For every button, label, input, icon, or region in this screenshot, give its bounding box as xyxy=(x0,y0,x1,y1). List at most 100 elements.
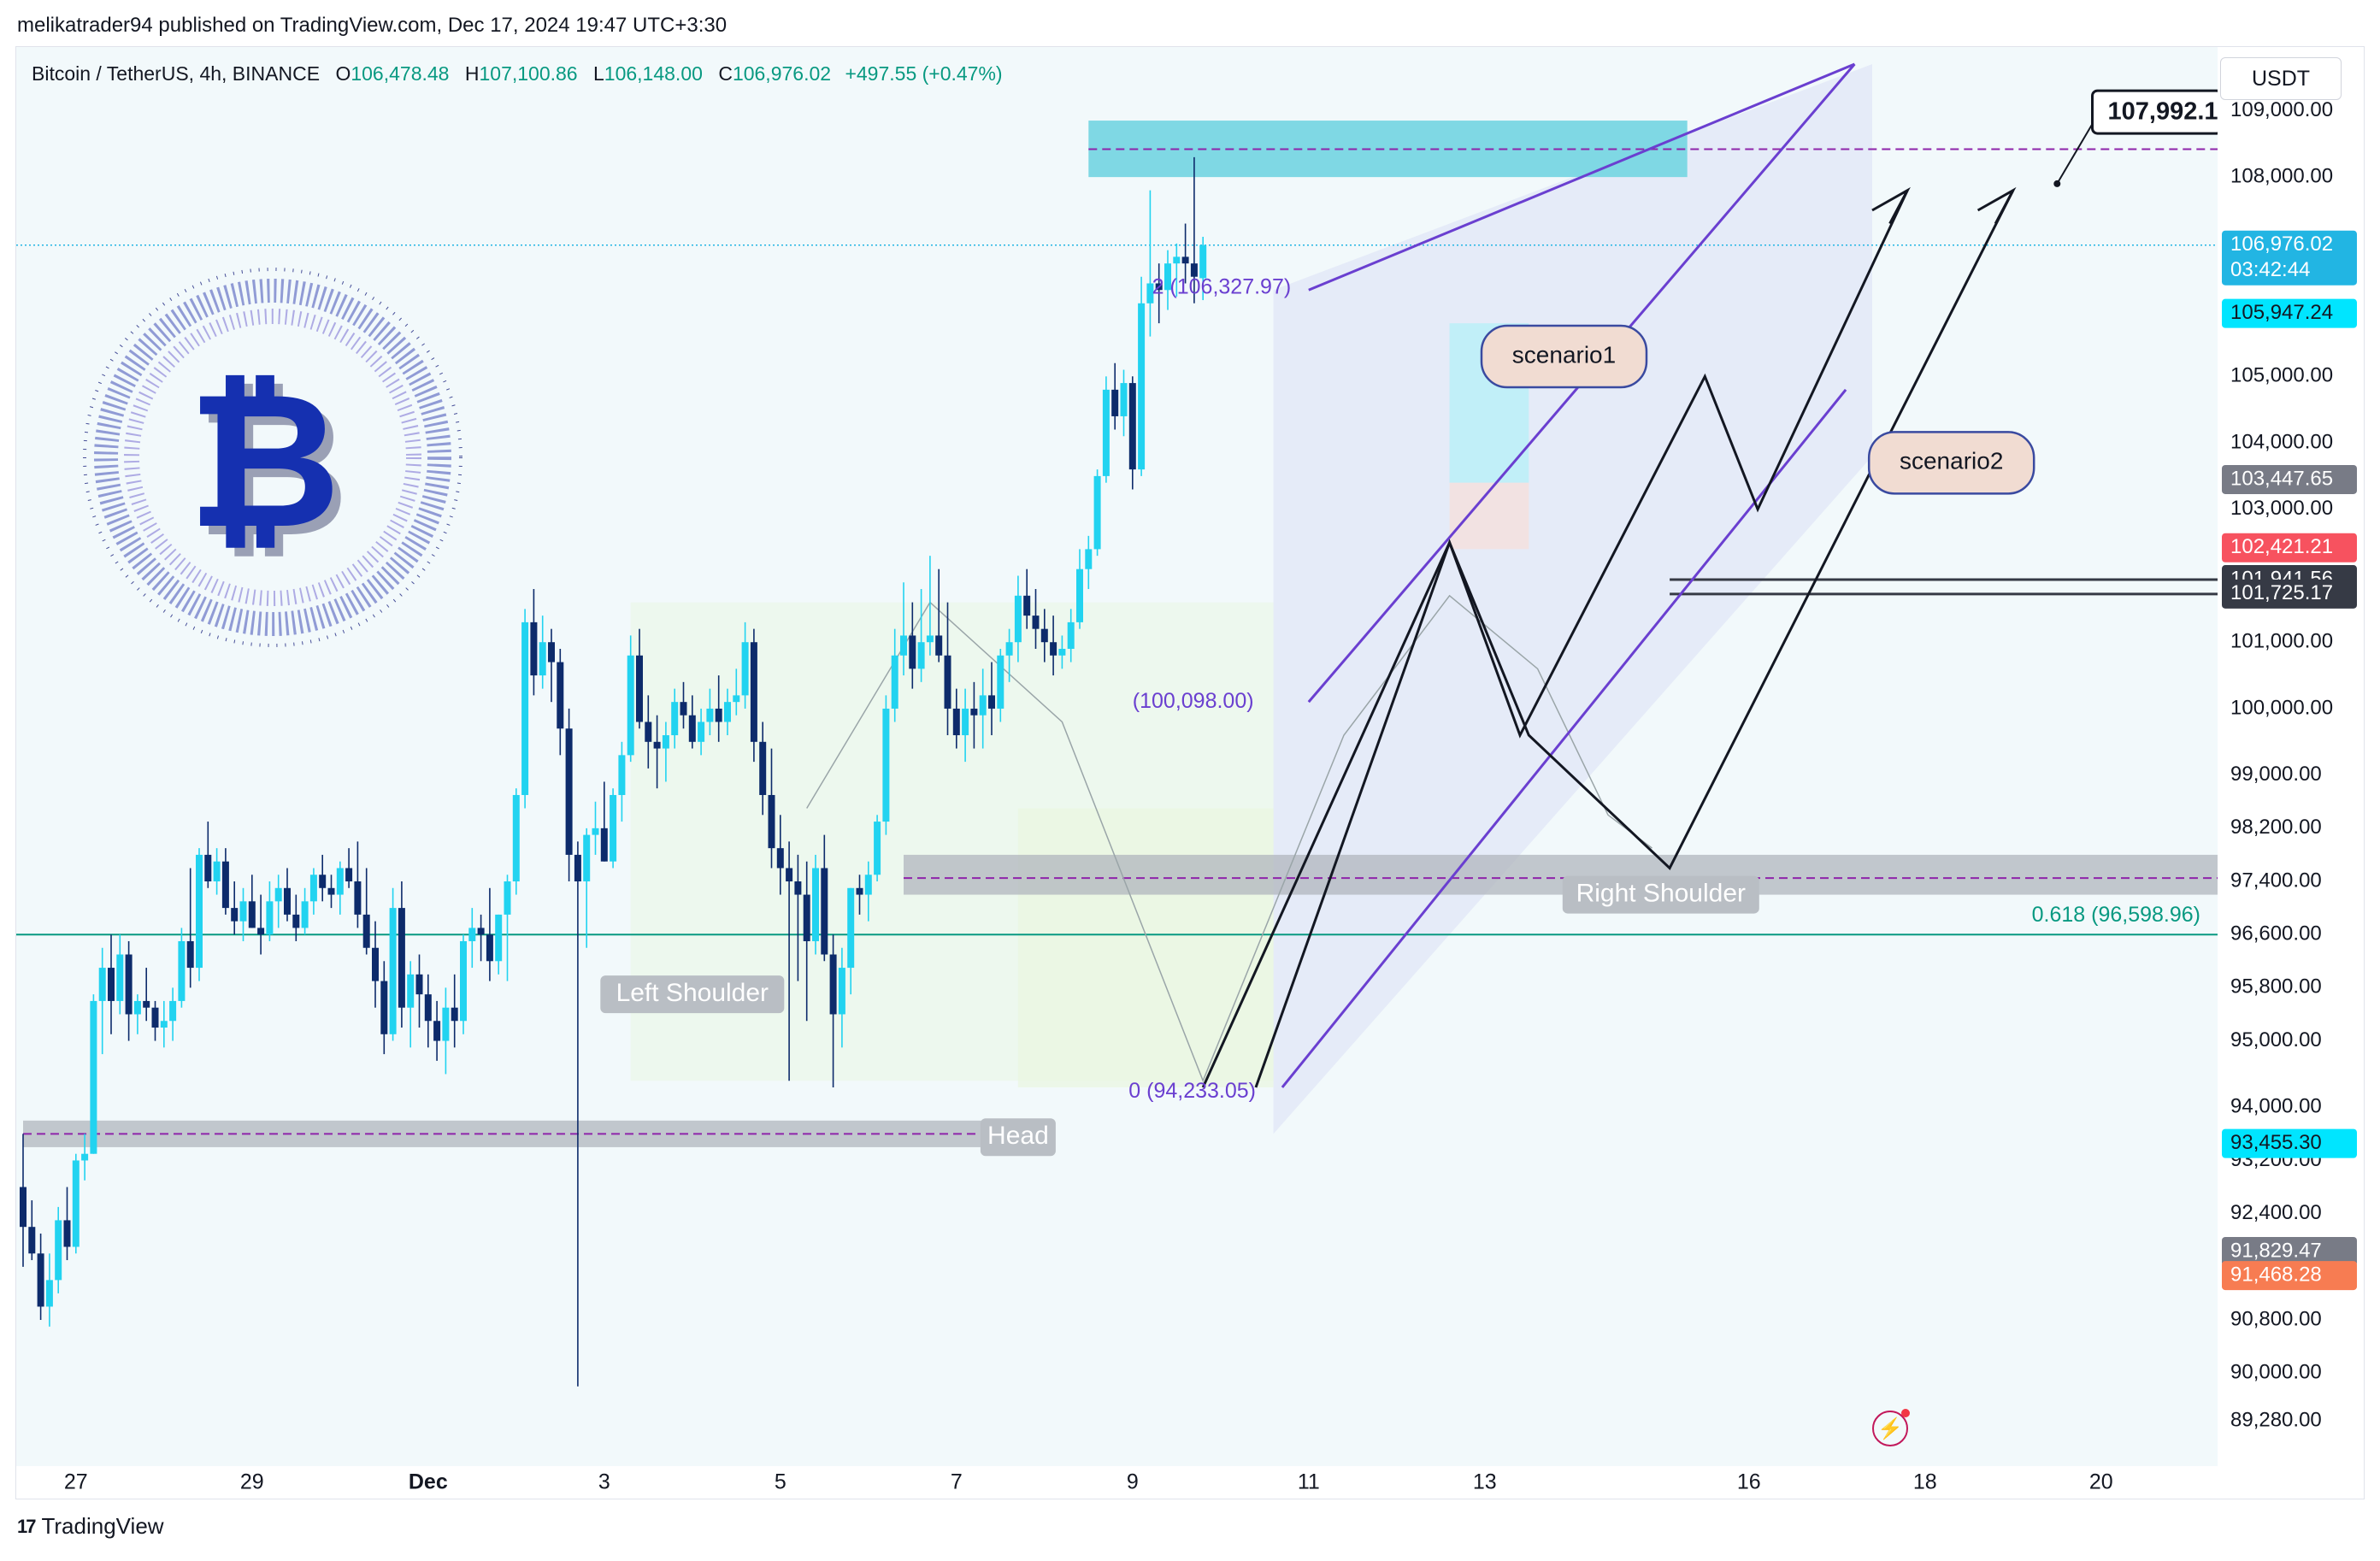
candle-body xyxy=(72,1160,80,1247)
price-tick-label: 99,000.00 xyxy=(2230,763,2322,786)
price-tick-label: 109,000.00 xyxy=(2230,98,2333,121)
candle-body xyxy=(645,722,652,742)
candle-body xyxy=(856,887,863,895)
close-value: 106,976.02 xyxy=(732,62,832,85)
callout-dot xyxy=(2053,180,2061,187)
candle-body xyxy=(662,735,669,749)
candle-body xyxy=(213,861,221,882)
candle-body xyxy=(583,834,591,882)
candle-body xyxy=(944,655,951,709)
candle-body xyxy=(415,974,423,995)
candle-body xyxy=(495,914,503,962)
scenario1-arrowhead xyxy=(1871,186,1911,225)
scenario2-arrowhead xyxy=(1976,186,2017,225)
candle-body xyxy=(962,708,969,736)
scenario1-path xyxy=(1201,190,1909,1088)
candle-body xyxy=(548,642,555,663)
candle-body xyxy=(988,695,995,709)
candle-body xyxy=(248,901,256,928)
candle-body xyxy=(284,887,291,915)
candle-body xyxy=(160,1021,168,1028)
candle-body xyxy=(169,1000,177,1022)
tradingview-brand[interactable]: 17 TradingView xyxy=(17,1513,164,1540)
candle-body xyxy=(1128,383,1136,470)
right-shoulder-label-text: Right Shoulder xyxy=(1576,879,1746,907)
candle-body xyxy=(592,828,599,835)
price-tick-label: 90,800.00 xyxy=(2230,1307,2322,1330)
price-badge-text: 106,976.02 xyxy=(2230,233,2333,256)
candle-body xyxy=(979,695,987,716)
candle-body xyxy=(1181,256,1189,264)
support-zone-right-shoulder xyxy=(904,854,2218,895)
candle-body xyxy=(1040,628,1048,643)
candle-body xyxy=(1190,263,1198,277)
candle-body xyxy=(90,1000,97,1154)
candle-body xyxy=(1199,244,1207,279)
candle-body xyxy=(231,908,239,922)
candle-body xyxy=(1076,568,1083,622)
candle-body xyxy=(309,875,317,902)
candle-body xyxy=(1120,383,1128,416)
price-badge-text: 91,829.47 xyxy=(2230,1239,2322,1262)
chart-panel[interactable]: ₿ ₿ Left Shoulder Head Right Shoulder scena… xyxy=(15,46,2365,1499)
price-callout: 107,992.1 xyxy=(2053,89,2224,187)
candle-body xyxy=(741,642,749,696)
candle-body xyxy=(196,854,203,969)
price-tick-label: 94,000.00 xyxy=(2230,1095,2322,1118)
candle-body xyxy=(618,755,626,795)
currency-button[interactable]: USDT xyxy=(2220,57,2342,100)
candle-body xyxy=(1164,263,1171,291)
price-tick-label: 97,400.00 xyxy=(2230,869,2322,892)
head-label-text: Head xyxy=(987,1122,1049,1150)
time-tick-label: 27 xyxy=(64,1470,88,1494)
candle-body xyxy=(354,881,362,915)
time-tick-label: 20 xyxy=(2089,1470,2113,1494)
candle-body xyxy=(733,695,740,703)
price-tick-label: 90,000.00 xyxy=(2230,1361,2322,1384)
candle-body xyxy=(1050,642,1057,656)
right-shoulder-label: Right Shoulder xyxy=(1562,875,1759,914)
candle-body xyxy=(935,635,943,656)
price-tick-label: 108,000.00 xyxy=(2230,164,2333,187)
candle-body xyxy=(803,894,810,941)
candle-body xyxy=(530,621,538,676)
head-shoulders-outline xyxy=(806,594,1652,1083)
left-shoulder-label-box xyxy=(600,975,785,1014)
candle-body xyxy=(1155,283,1163,291)
scenario1-label: scenario1 xyxy=(1480,324,1648,389)
bitcoin-logo: ₿ ₿ xyxy=(83,268,462,647)
candle-body xyxy=(301,901,309,928)
scenario2-label-box xyxy=(1867,431,2035,495)
candle-body xyxy=(829,954,837,1015)
symbol-label[interactable]: Bitcoin / TetherUS, 4h, BINANCE xyxy=(32,62,321,85)
chart-canvas[interactable]: ₿ ₿ Left Shoulder Head Right Shoulder scena… xyxy=(16,47,2365,1499)
price-badge-box xyxy=(2222,298,2357,328)
candle-body xyxy=(715,708,722,722)
price-badge-text: 93,455.30 xyxy=(2230,1131,2322,1154)
candle-body xyxy=(380,981,388,1034)
right-shoulder-label-box xyxy=(1562,875,1759,914)
candle-body xyxy=(460,940,467,1022)
scenario2-label-text: scenario2 xyxy=(1900,448,2003,474)
candle-body xyxy=(274,887,282,902)
price-badge-text: 101,725.17 xyxy=(2230,581,2333,604)
candle-body xyxy=(882,708,890,822)
time-tick-label: 18 xyxy=(1913,1470,1937,1494)
price-tick-label: 98,200.00 xyxy=(2230,816,2322,839)
time-tick-label: 29 xyxy=(240,1470,264,1494)
candle-body xyxy=(372,947,379,981)
candle-body xyxy=(1146,283,1154,303)
candle-body xyxy=(28,1227,36,1254)
candle-body xyxy=(680,702,687,716)
candle-body xyxy=(362,914,370,948)
high-value: 107,100.86 xyxy=(479,62,578,85)
price-badge-text: 103,447.65 xyxy=(2230,467,2333,490)
candle-body xyxy=(398,908,405,1008)
time-tick-label: 16 xyxy=(1737,1470,1761,1494)
candle-body xyxy=(292,914,300,928)
candle-body xyxy=(1173,256,1181,264)
candle-body xyxy=(125,954,133,1015)
scenario1-label-box xyxy=(1480,324,1648,389)
price-tick-label: 103,000.00 xyxy=(2230,497,2333,520)
lightning-icon[interactable]: ⚡ xyxy=(1872,1409,1910,1446)
